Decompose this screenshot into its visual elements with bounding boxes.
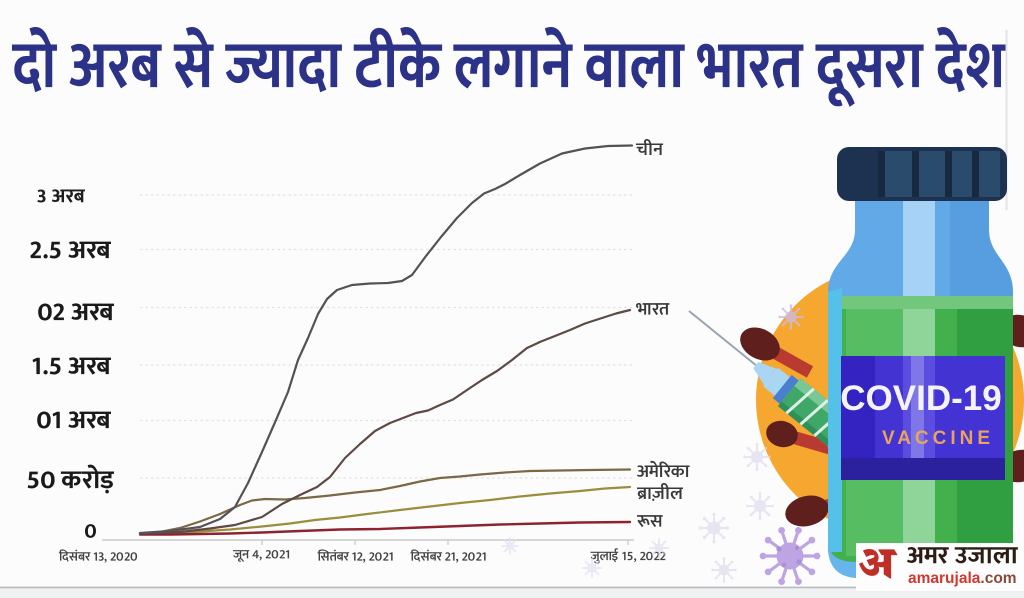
svg-text:amarujala.com: amarujala.com xyxy=(908,570,1017,587)
svg-text:COVID-19: COVID-19 xyxy=(840,379,1001,418)
svg-text:VACCINE: VACCINE xyxy=(882,428,994,449)
